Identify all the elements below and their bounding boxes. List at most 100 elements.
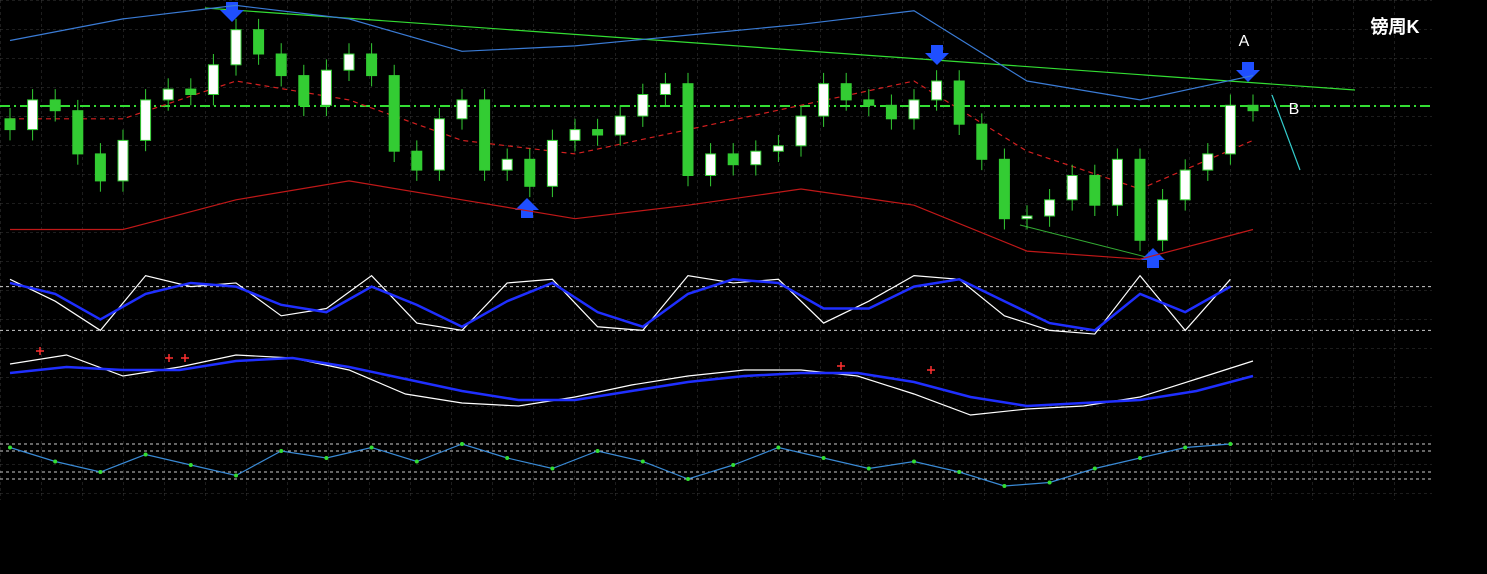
candle-body	[388, 75, 400, 152]
marker	[1002, 484, 1007, 488]
candle-body	[298, 75, 310, 106]
candle-body	[1111, 158, 1123, 206]
marker	[369, 445, 374, 450]
candle-body	[659, 83, 671, 95]
candle-body	[795, 115, 807, 147]
candle-body	[1202, 153, 1214, 171]
marker	[1092, 466, 1097, 471]
marker	[1138, 456, 1142, 460]
line	[10, 80, 1254, 190]
candle-body	[908, 99, 920, 120]
candle-body	[140, 99, 152, 141]
marker	[414, 459, 419, 464]
marker	[550, 466, 555, 471]
marker	[912, 459, 916, 464]
marker	[279, 449, 284, 453]
marker	[53, 459, 58, 464]
candle-body	[456, 99, 468, 120]
arrow-down	[925, 45, 949, 65]
marker	[957, 470, 962, 474]
marker	[143, 452, 148, 457]
arrow-up	[515, 198, 539, 218]
candle-body	[682, 83, 694, 176]
line	[10, 180, 1254, 260]
candle-body	[953, 80, 965, 125]
candle-body	[592, 129, 604, 136]
candle-body	[1089, 175, 1101, 206]
line	[9, 356, 1254, 408]
signal-marks	[36, 347, 935, 374]
candle-body	[411, 150, 423, 171]
candle-body	[569, 129, 581, 141]
candle-body	[275, 53, 287, 77]
candle-body	[818, 83, 830, 117]
candle-body	[230, 29, 242, 66]
marker	[821, 456, 826, 460]
marker	[731, 463, 736, 467]
candle-body	[727, 153, 739, 166]
candle-body	[4, 118, 16, 131]
candle-body	[863, 99, 875, 106]
arrow-down	[1236, 62, 1260, 82]
marker	[98, 470, 103, 474]
candle-body	[546, 139, 558, 187]
marker	[324, 456, 329, 460]
candle-body	[885, 104, 897, 120]
marker	[1183, 445, 1188, 450]
candle-body	[1134, 158, 1146, 241]
marker	[188, 463, 193, 467]
candle-body	[840, 83, 852, 101]
candle-body	[637, 94, 649, 117]
grid	[0, 0, 1432, 500]
marker	[1047, 480, 1052, 485]
arrow-up	[1141, 248, 1165, 268]
marker	[866, 466, 871, 471]
candle-body	[185, 88, 197, 95]
candle-body	[117, 139, 129, 182]
marker	[776, 445, 781, 450]
line	[9, 443, 1231, 487]
candle-body	[614, 115, 626, 136]
candle-body	[750, 150, 762, 166]
marker	[460, 442, 464, 446]
candle-body	[1224, 104, 1236, 155]
chart-title: 镑周K	[1371, 16, 1420, 37]
candle-body	[931, 80, 943, 101]
trend-line	[204, 7, 1356, 91]
projection-line	[1271, 94, 1301, 171]
candle-body	[433, 118, 445, 171]
marker	[595, 449, 600, 453]
candle-body	[253, 29, 265, 55]
candle-body	[976, 123, 988, 160]
candle-body	[1021, 215, 1033, 220]
candle-body	[479, 99, 491, 171]
candle-body	[1066, 175, 1078, 201]
line	[9, 354, 1254, 416]
line	[9, 278, 1232, 332]
marker	[505, 456, 510, 460]
cross-mark	[36, 347, 935, 374]
marker	[1228, 442, 1233, 446]
candle-body	[705, 153, 717, 176]
candle-body	[1179, 169, 1191, 201]
candle-body	[320, 69, 332, 106]
candle-body	[27, 99, 39, 131]
candle-body	[772, 145, 784, 152]
trend-line	[1019, 224, 1151, 259]
marker	[234, 473, 238, 478]
marker	[640, 459, 645, 464]
candle-body	[1044, 199, 1056, 217]
candle-body	[72, 110, 84, 155]
candle-body	[501, 158, 513, 171]
candle-body	[94, 153, 106, 182]
candle-body	[1157, 199, 1169, 241]
candle-body	[162, 88, 174, 101]
marker	[686, 477, 690, 481]
candle-body	[998, 158, 1010, 220]
candle-body	[207, 64, 219, 96]
line	[9, 4, 1254, 101]
annotation: B	[1289, 101, 1300, 118]
candle-body	[49, 99, 61, 112]
